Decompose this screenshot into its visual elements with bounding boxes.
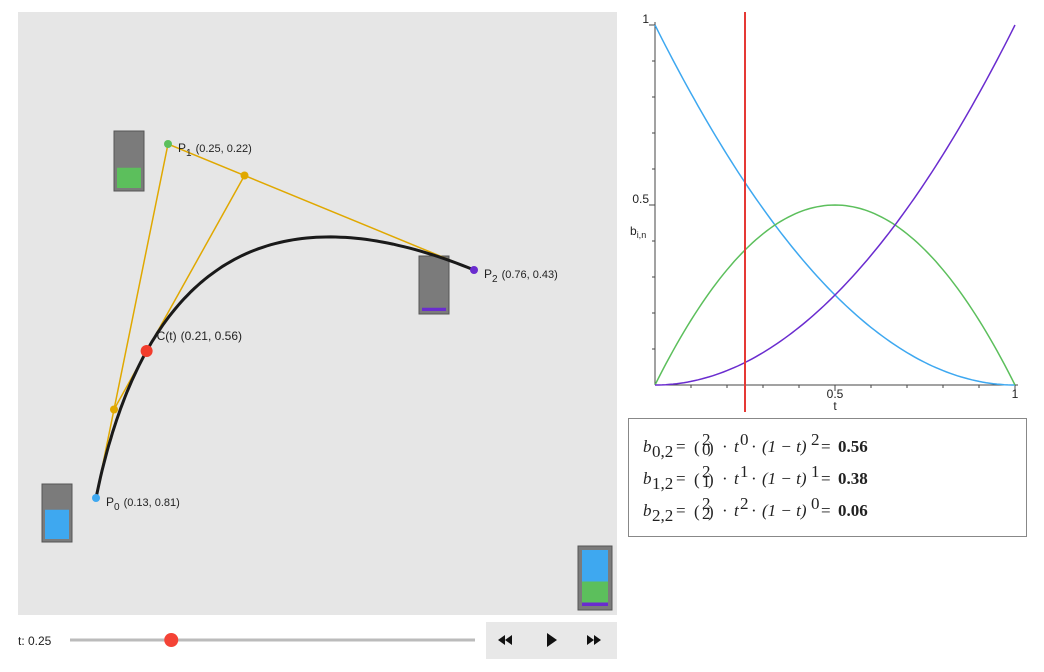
weight-box [418, 255, 450, 315]
formula-box [628, 418, 1027, 537]
forward-button[interactable] [587, 635, 601, 645]
y-axis-label: bi,n [630, 224, 646, 240]
point-coords: (0.13, 0.81) [124, 497, 180, 509]
point-name: P [106, 495, 114, 509]
t-exp: 1 [740, 462, 749, 481]
paren: ( [694, 502, 700, 521]
rewind-button[interactable] [498, 635, 512, 645]
weight-fill [117, 167, 141, 188]
one-minus-t: (1 − t) [762, 437, 807, 456]
y-tick-label: 1 [642, 12, 649, 26]
dot: · [722, 469, 728, 488]
weight-fill [45, 509, 69, 539]
stack-fill [582, 581, 608, 603]
t-exp: 2 [740, 494, 749, 513]
symbol: b [643, 501, 652, 520]
equals: = [821, 469, 831, 488]
control-point [92, 494, 100, 502]
point-label: P2 (0.76, 0.43) [484, 267, 558, 285]
basis-curve [655, 24, 1016, 386]
curve-point [140, 345, 153, 357]
stack-fill [582, 602, 608, 606]
point-name: P [484, 267, 492, 281]
binom-top: 2 [702, 430, 711, 449]
y-label-sub: i,n [637, 230, 647, 240]
x-tick-label: 1 [1012, 387, 1019, 401]
dot: · [751, 437, 757, 456]
control-point [164, 140, 172, 148]
subscript: 0,2 [652, 442, 673, 461]
t-exp: 0 [740, 430, 749, 449]
paren: ) [708, 438, 714, 457]
paren: ( [694, 470, 700, 489]
point-sub: 0 [114, 502, 120, 513]
dot: · [722, 501, 728, 520]
one-minus-t: (1 − t) [762, 501, 807, 520]
equals: = [676, 437, 686, 456]
stack-fill [582, 550, 608, 582]
lerp-point [240, 171, 249, 180]
equals: = [676, 469, 686, 488]
rest-exp: 2 [811, 430, 820, 449]
bezier-curve [94, 235, 475, 499]
curve-name: C(t) [157, 329, 177, 343]
equals: = [821, 437, 831, 456]
point-sub: 2 [492, 274, 498, 285]
rest-exp: 0 [811, 494, 820, 513]
slider-knob[interactable] [164, 633, 179, 647]
result: 0.38 [838, 469, 868, 488]
dot: · [751, 469, 757, 488]
point-name: P [178, 141, 186, 155]
equals: = [821, 501, 831, 520]
result: 0.06 [838, 501, 868, 520]
point-coords: (0.25, 0.22) [196, 143, 252, 155]
point-sub: 1 [186, 148, 192, 159]
binom-bottom: 2 [702, 504, 711, 523]
paren: ) [708, 470, 714, 489]
control-point [470, 266, 478, 274]
t: t [734, 501, 740, 520]
one-minus-t: (1 − t) [762, 469, 807, 488]
paren: ( [694, 438, 700, 457]
binom-bottom: 1 [702, 472, 711, 491]
weight-fill [422, 307, 446, 311]
t: t [734, 469, 740, 488]
t-label: t: 0.25 [18, 634, 52, 648]
x-axis-label: t [833, 399, 837, 413]
y-tick-label: 0.5 [632, 192, 649, 206]
basis-curve [654, 204, 1016, 386]
point-coords: (0.76, 0.43) [502, 269, 558, 281]
binom-bottom: 0 [702, 440, 711, 459]
result: 0.56 [838, 437, 868, 456]
y-label-base: b [630, 224, 637, 238]
lerp-point [110, 405, 118, 414]
rest-exp: 1 [811, 462, 820, 481]
t: t [734, 437, 740, 456]
x-tick-label: 0.5 [827, 387, 844, 401]
subscript: 1,2 [652, 474, 673, 493]
symbol: b [643, 469, 652, 488]
curve-label: C(t) (0.21, 0.56) [157, 329, 242, 343]
play-button[interactable] [547, 633, 557, 647]
point-label: P0 (0.13, 0.81) [106, 495, 180, 513]
curve-coords: (0.21, 0.56) [181, 329, 242, 343]
equals: = [676, 501, 686, 520]
symbol: b [643, 437, 652, 456]
binom-top: 2 [702, 494, 711, 513]
subscript: 2,2 [652, 506, 673, 525]
canvas-panel [18, 12, 617, 615]
point-label: P1 (0.25, 0.22) [178, 141, 252, 159]
paren: ) [708, 502, 714, 521]
dot: · [751, 501, 757, 520]
dot: · [722, 437, 728, 456]
binom-top: 2 [702, 462, 711, 481]
